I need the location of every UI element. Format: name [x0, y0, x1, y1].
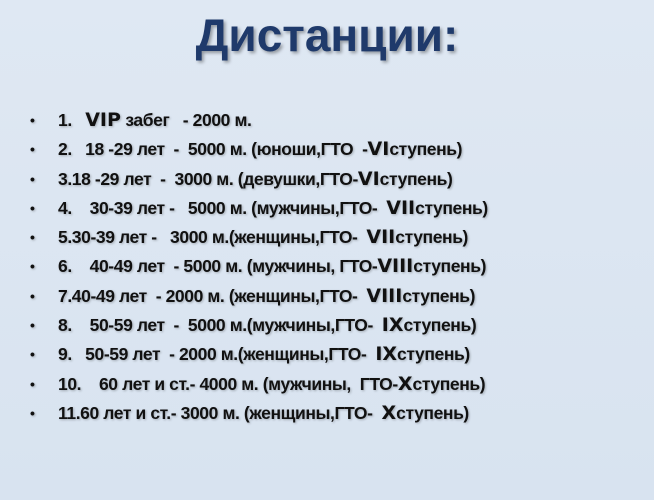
item-suffix: ступень): [415, 197, 488, 218]
item-text: 11.60 лет и ст.- 3000 м. (женщины,ГТО-: [58, 402, 382, 423]
bullet-icon: •: [30, 375, 35, 392]
item-suffix: ступень): [413, 256, 486, 277]
slide-title: Дистанции:: [195, 9, 459, 61]
item-text: 7.40-49 лет - 2000 м. (женщины,ГТО-: [58, 285, 367, 306]
item-suffix: ступень): [402, 285, 476, 306]
list-item: • 3.18 -29 лет - 3000 м. (девушки,ГТО- VI с…: [30, 165, 488, 194]
bullet-icon: •: [30, 141, 35, 158]
item-suffix: ступень): [412, 373, 486, 394]
item-level: IX: [375, 343, 398, 366]
item-suffix: ступень): [389, 139, 463, 160]
item-text: 10. 60 лет и ст.- 4000 м. (мужчины, ГТО-: [58, 373, 398, 394]
list-item: • 9. 50-59 лет - 2000 м.(женщины,ГТО- IX с…: [30, 340, 488, 369]
item-level: VIII: [366, 284, 403, 307]
list-item: • 4. 30-39 лет - 5000 м. (мужчины,ГТО- VI…: [30, 194, 488, 223]
bullet-icon: •: [30, 346, 35, 363]
item-suffix: забег - 2000 м.: [120, 110, 252, 130]
list-item: • 11.60 лет и ст.- 3000 м. (женщины,ГТО- …: [30, 399, 488, 428]
item-text: 5.30-39 лет - 3000 м.(женщины,ГТО-: [58, 227, 367, 248]
list-item: • 1. VIP забег - 2000 м.: [30, 106, 488, 135]
item-text: 3.18 -29 лет - 3000 м. (девушки,ГТО-: [58, 168, 358, 189]
item-level: X: [397, 372, 413, 395]
item-text: 2. 18 -29 лет - 5000 м. (юноши,ГТО -: [58, 139, 368, 160]
item-text: 6. 40-49 лет - 5000 м. (мужчины, ГТО-: [58, 256, 378, 277]
item-suffix: ступень): [395, 227, 468, 248]
item-text: 1.: [58, 110, 86, 130]
bullet-icon: •: [30, 287, 35, 304]
bullet-icon: •: [30, 170, 35, 187]
item-level: VII: [366, 226, 396, 249]
item-level: VI: [357, 167, 380, 190]
bullet-icon: •: [30, 112, 35, 128]
list-item: • 7.40-49 лет - 2000 м. (женщины,ГТО- VII…: [30, 282, 488, 311]
item-suffix: ступень): [379, 168, 453, 189]
bullet-icon: •: [30, 199, 35, 216]
item-text: 4. 30-39 лет - 5000 м. (мужчины,ГТО-: [58, 197, 387, 218]
item-level: VI: [367, 138, 390, 161]
item-suffix: ступень): [397, 344, 470, 365]
bullet-icon: •: [30, 258, 35, 275]
list-item: • 8. 50-59 лет - 5000 м.(мужчины,ГТО- IX с…: [30, 311, 488, 340]
item-level: VII: [386, 196, 416, 219]
item-level: X: [381, 401, 397, 424]
list-item: • 6. 40-49 лет - 5000 м. (мужчины, ГТО- VI…: [30, 252, 488, 281]
bullet-icon: •: [30, 317, 35, 334]
list-item: • 5.30-39 лет - 3000 м.(женщины,ГТО- VII с…: [30, 223, 488, 252]
item-suffix: ступень): [396, 402, 469, 423]
distance-list: • 1. VIP забег - 2000 м. • 2. 18 -29 лет - …: [30, 106, 488, 428]
item-level: IX: [381, 314, 404, 337]
list-item: • 10. 60 лет и ст.- 4000 м. (мужчины, ГТО…: [30, 370, 488, 399]
item-level: VIII: [377, 255, 414, 278]
item-text: 8. 50-59 лет - 5000 м.(мужчины,ГТО-: [58, 315, 382, 336]
bullet-icon: •: [30, 404, 35, 421]
item-suffix: ступень): [403, 315, 477, 336]
item-text: 9. 50-59 лет - 2000 м.(женщины,ГТО-: [58, 344, 376, 365]
item-level: VIP: [85, 109, 121, 131]
list-item: • 2. 18 -29 лет - 5000 м. (юноши,ГТО - VI с…: [30, 135, 488, 164]
bullet-icon: •: [30, 229, 35, 246]
